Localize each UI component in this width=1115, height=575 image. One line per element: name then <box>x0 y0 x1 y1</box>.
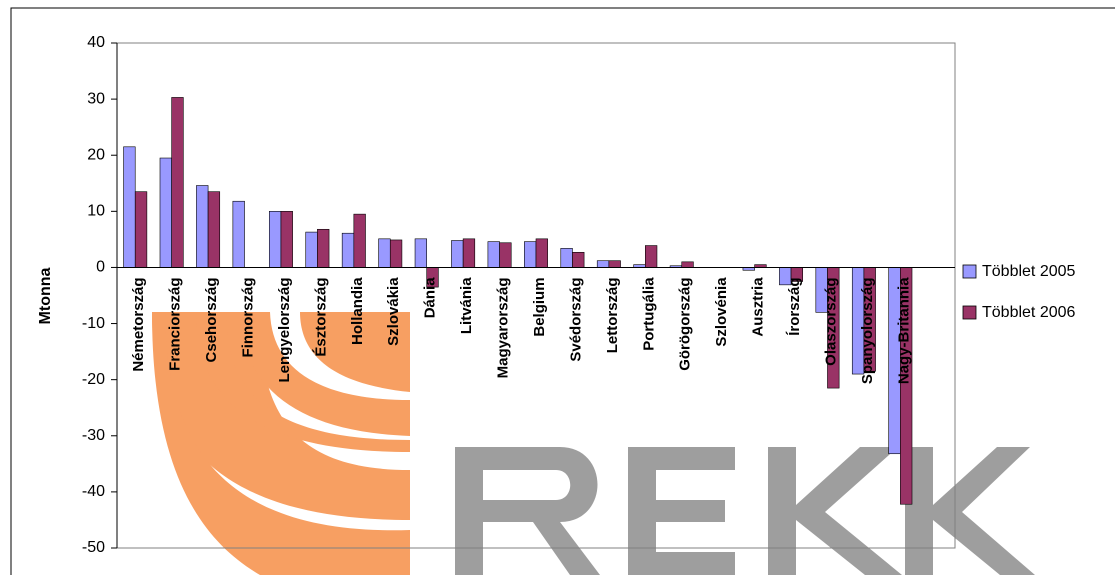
y-tick-label: 10 <box>87 203 105 220</box>
bar <box>353 213 366 268</box>
logo-arc <box>300 312 410 392</box>
legend-label: Többlet 2005 <box>982 263 1076 280</box>
y-tick-label: 0 <box>96 259 105 276</box>
bar <box>535 238 548 268</box>
x-tick-label: Görögország <box>677 277 694 370</box>
x-tick-label: Hollandia <box>349 277 366 345</box>
x-tick-label: Belgium <box>531 277 548 336</box>
bar <box>681 261 694 268</box>
logo-arc <box>152 312 410 575</box>
bar <box>389 239 403 268</box>
y-tick-label: 20 <box>87 146 105 163</box>
x-tick-label: Ausztria <box>750 277 767 337</box>
x-tick-label: Olaszország <box>822 277 839 365</box>
logo-letter <box>455 447 600 575</box>
bar <box>462 238 476 268</box>
bar <box>123 146 136 268</box>
x-tick-label: Dánia <box>422 277 439 319</box>
x-tick-label: Lengyelország <box>276 277 293 382</box>
x-tick-label: Lettország <box>604 277 621 353</box>
bar <box>341 232 355 268</box>
legend-swatch <box>962 264 977 279</box>
x-tick-label: Svédország <box>567 277 584 361</box>
bar <box>196 185 209 268</box>
bar <box>305 231 318 268</box>
bar <box>159 157 172 268</box>
x-tick-label: Magyarország <box>495 277 512 378</box>
y-tick-label: -50 <box>82 539 105 556</box>
x-tick-label: Németország <box>130 277 147 371</box>
bar <box>608 260 621 268</box>
x-tick-label: Írország <box>786 277 803 335</box>
bar <box>232 200 245 268</box>
watermark-logo <box>152 312 1035 575</box>
bar <box>560 248 573 268</box>
x-tick-label: Franciország <box>167 277 184 370</box>
x-tick-label: Szlovákia <box>385 277 402 346</box>
logo-letter <box>768 447 902 575</box>
y-tick-label: -20 <box>82 371 105 388</box>
logo-letter <box>628 447 735 575</box>
bar <box>572 251 585 268</box>
legend-label: Többlet 2006 <box>982 304 1076 321</box>
bar <box>487 241 500 268</box>
bar <box>280 211 293 268</box>
x-tick-label: Spanyolország <box>859 277 876 384</box>
y-tick-label: -10 <box>82 315 105 332</box>
logo-arc <box>196 312 410 452</box>
bar <box>524 241 537 268</box>
y-axis-label: Mtonna <box>37 267 54 324</box>
logo-arc <box>240 312 410 436</box>
y-tick-label: -30 <box>82 427 105 444</box>
bar <box>207 191 221 268</box>
bar <box>414 238 427 268</box>
x-tick-label: Finnország <box>239 277 256 357</box>
bar <box>596 260 610 268</box>
x-tick-label: Portugália <box>640 277 657 351</box>
x-tick-label: Szlovénia <box>713 277 730 347</box>
y-tick-label: 40 <box>87 34 105 51</box>
y-tick-label: 30 <box>87 90 105 107</box>
logo-letter <box>905 447 1035 575</box>
legend-swatch <box>962 305 977 320</box>
bar <box>378 238 391 268</box>
bar <box>451 240 464 268</box>
x-tick-label: Észtország <box>312 277 329 356</box>
x-tick-label: Nagy-Britannia <box>895 277 912 384</box>
bar <box>317 228 330 268</box>
bar <box>268 211 282 268</box>
y-tick-label: -40 <box>82 483 105 500</box>
x-tick-label: Litvánia <box>458 277 475 334</box>
bar <box>645 245 658 268</box>
bar <box>499 242 512 268</box>
bar <box>134 191 148 268</box>
bar <box>171 97 184 268</box>
x-tick-label: Csehország <box>203 277 220 362</box>
